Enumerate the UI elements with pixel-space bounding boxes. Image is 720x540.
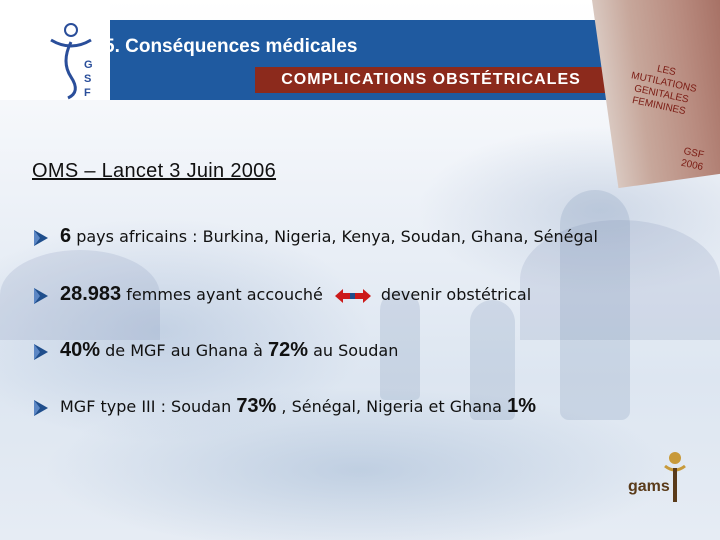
section-title: 5. Conséquences médicales: [104, 36, 358, 57]
bullet-text-after: devenir obstétrical: [380, 285, 532, 304]
gams-logo-icon: [664, 452, 686, 502]
bullet-countries: 6 pays africains : Burkina, Nigeria, Ken…: [32, 225, 598, 248]
bullet-text: pays africains : Burkina, Nigeria, Kenya…: [71, 227, 598, 246]
bullet-text: , Sénégal, Nigeria et Ghana: [276, 397, 508, 416]
bullet-arrow-icon: [34, 399, 48, 416]
bullet-text: de MGF au Ghana à: [100, 341, 268, 360]
background-figure: [470, 300, 515, 420]
bullet-highlight: 72%: [268, 339, 309, 361]
background-figure: [560, 190, 630, 420]
bullet-highlight: 6: [60, 225, 72, 247]
svg-text:G: G: [84, 59, 93, 71]
bullet-arrow-icon: [34, 229, 48, 246]
bullet-text: au Soudan: [308, 341, 399, 360]
bullet-highlight: 28.983: [60, 283, 122, 305]
bullet-arrow-icon: [34, 287, 48, 304]
bullet-arrow-icon: [34, 343, 48, 360]
bullet-type-iii: MGF type III : Soudan 73% , Sénégal, Nig…: [32, 395, 536, 418]
gsf-logo: G S F: [0, 0, 110, 100]
background-hut: [0, 250, 160, 340]
gsf-logo-icon: G S F: [50, 23, 93, 100]
source-citation: OMS – Lancet 3 Juin 2006: [32, 160, 277, 182]
bullet-highlight: 73%: [236, 395, 277, 417]
bullet-highlight: 1%: [507, 395, 536, 417]
background-hut: [520, 220, 720, 340]
bullet-text: MGF type III : Soudan: [60, 397, 237, 416]
bullet-highlight: 40%: [60, 339, 101, 361]
bullet-prevalence: 40% de MGF au Ghana à 72% au Soudan: [32, 339, 398, 362]
gams-logo-text: gams: [628, 478, 670, 495]
bullet-text: femmes ayant accouché: [121, 285, 323, 304]
svg-text:S: S: [84, 73, 91, 85]
svg-text:F: F: [84, 87, 91, 99]
background-figure: [380, 290, 420, 400]
bullet-women-count: 28.983 femmes ayant accouché devenir obs…: [32, 283, 531, 306]
double-arrow-icon: [334, 288, 371, 303]
subtitle-banner: COMPLICATIONS OBSTÉTRICALES: [255, 67, 607, 93]
